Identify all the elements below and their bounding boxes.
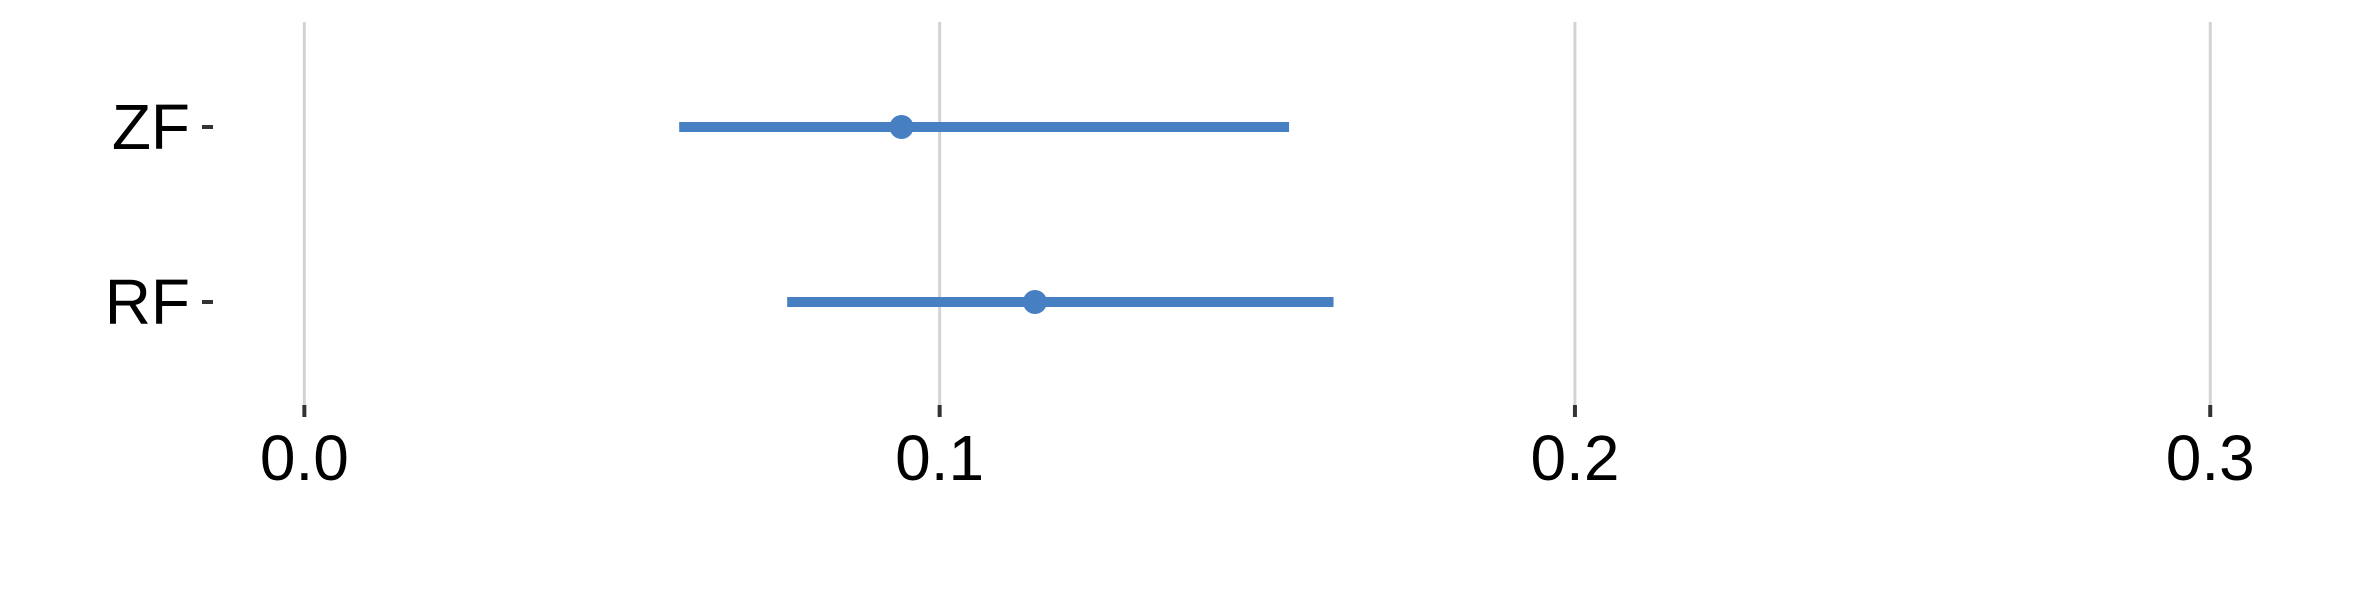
y-tick-label: RF <box>105 266 190 338</box>
x-axis: 0.0 0.1 0.2 0.3 <box>260 405 2255 494</box>
point-estimate-rf <box>1022 290 1047 314</box>
x-tick-label: 0.1 <box>895 422 984 494</box>
x-tick-label: 0.0 <box>260 422 349 494</box>
y-tick-label: ZF <box>112 91 190 163</box>
y-axis: ZF RF <box>105 91 213 338</box>
gridlines <box>302 22 2212 405</box>
point-estimate-zf <box>889 115 914 139</box>
estimates-series <box>679 115 1334 314</box>
x-tick-label: 0.3 <box>2166 422 2255 494</box>
x-tick-label: 0.2 <box>1530 422 1619 494</box>
